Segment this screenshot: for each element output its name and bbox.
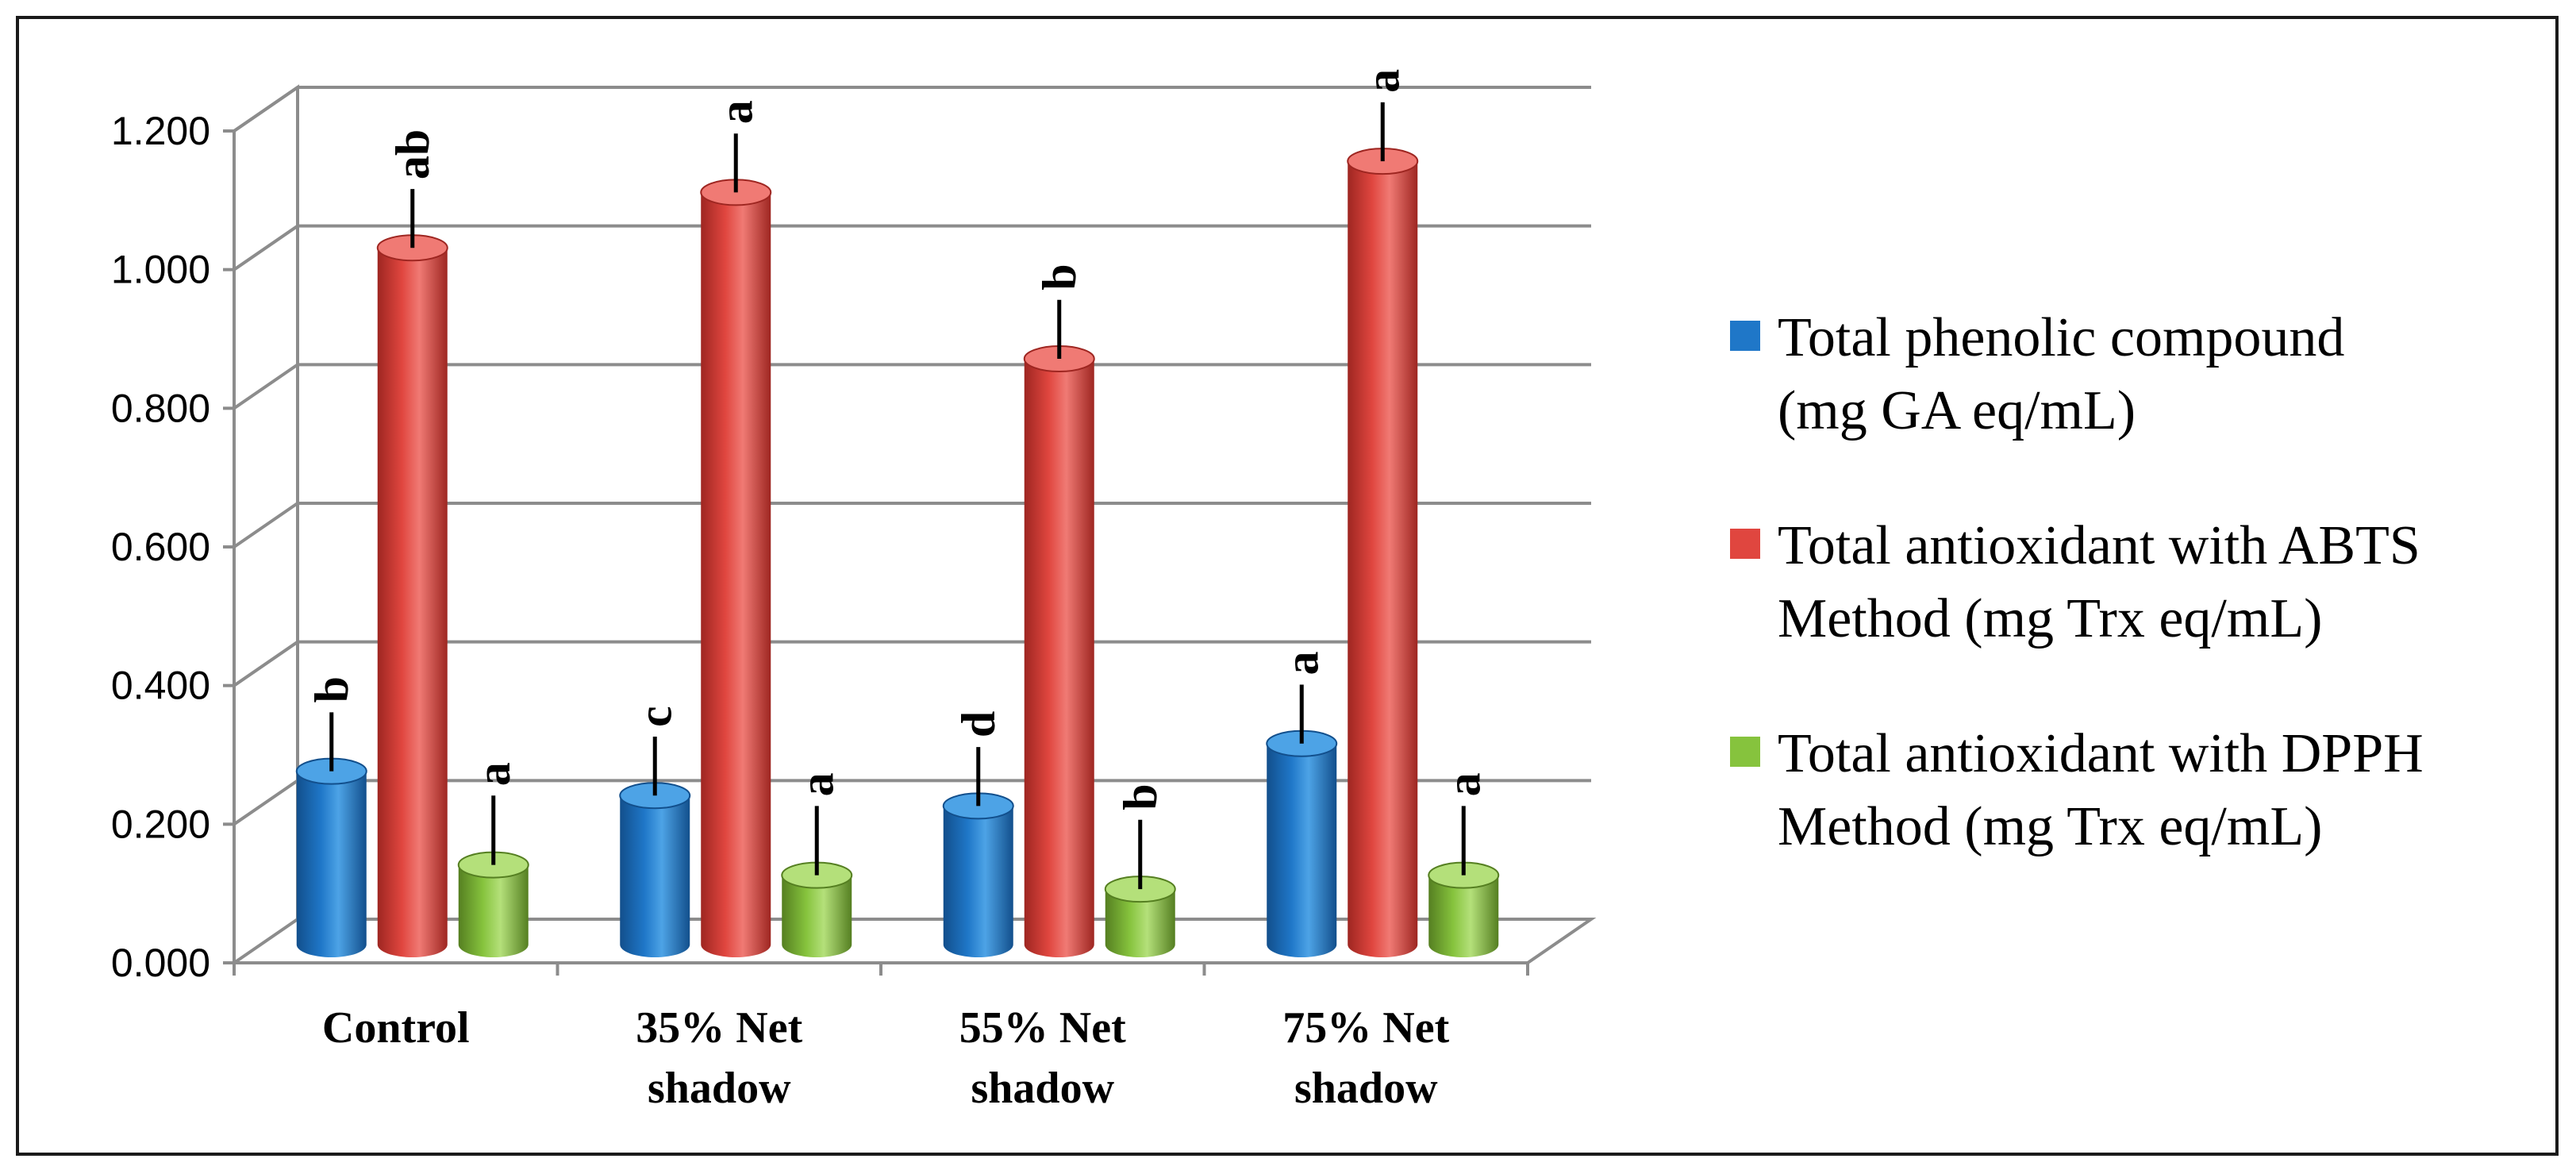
category-label: shadow xyxy=(648,1064,791,1113)
gridline xyxy=(233,363,1591,410)
legend-item-phenolic: Total phenolic compound (mg GA eq/mL) xyxy=(1730,302,2524,448)
bar-abts-body xyxy=(701,192,771,957)
gridline xyxy=(233,502,1591,549)
bar-phenolic-body xyxy=(296,771,367,957)
y-axis: 0.000 0.200 0.400 0.600 0.800 1.000 1.200 xyxy=(111,109,236,985)
legend-swatch-abts xyxy=(1730,529,1760,559)
bar-abts-body xyxy=(1024,359,1094,957)
legend-label-dpph-line1: Total antioxidant with DPPH xyxy=(1778,723,2424,784)
significance-letter: b xyxy=(306,676,358,702)
significance-letter: ab xyxy=(386,129,439,179)
y-tick-label: 1.000 xyxy=(111,248,210,292)
bar-phenolic-body xyxy=(943,806,1013,957)
bar-dpph-body xyxy=(458,864,529,957)
significance-letter: c xyxy=(629,706,681,727)
significance-letter: b xyxy=(1114,783,1167,810)
bar-dpph-body xyxy=(1105,889,1175,957)
gridline xyxy=(233,640,1591,687)
significance-letter: a xyxy=(1356,69,1409,93)
y-tick-label: 0.200 xyxy=(111,802,210,846)
significance-letter: d xyxy=(952,711,1005,737)
bar-abts-body xyxy=(1348,161,1418,958)
legend-swatch-phenolic xyxy=(1730,321,1760,351)
category-label: 55% Net xyxy=(959,1003,1126,1053)
legend-swatch-dpph xyxy=(1730,737,1760,767)
significance-letter: a xyxy=(709,100,762,124)
category-label: shadow xyxy=(1294,1064,1438,1113)
significance-letter: a xyxy=(1437,772,1490,796)
x-axis: Control 35% Net shadow 55% Net shadow 75% Net… xyxy=(233,961,1529,1113)
y-tick-label: 0.600 xyxy=(111,525,210,569)
category-label: 75% Net xyxy=(1282,1003,1449,1053)
y-tick-label: 0.800 xyxy=(111,386,210,430)
bar-dpph-body xyxy=(782,875,852,957)
significance-letter: b xyxy=(1033,264,1086,290)
gridline xyxy=(233,86,1591,133)
bars: b ab a c a a d b b a a a xyxy=(295,69,1500,958)
bar-dpph-body xyxy=(1428,875,1499,957)
category-label: shadow xyxy=(971,1064,1114,1113)
bar-abts-body xyxy=(377,248,448,957)
y-tick-label: 1.200 xyxy=(111,109,210,153)
legend-label-abts-line2: Method (mg Trx eq/mL) xyxy=(1778,588,2323,649)
legend-label-dpph-line2: Method (mg Trx eq/mL) xyxy=(1778,796,2323,857)
y-tick-label: 0.000 xyxy=(111,941,210,985)
significance-letter: a xyxy=(790,772,843,796)
y-tick-label: 0.400 xyxy=(111,664,210,708)
category-label: Control xyxy=(322,1003,470,1053)
bar-phenolic-body xyxy=(620,795,690,957)
side-wall-edge xyxy=(233,84,299,919)
gridline xyxy=(233,224,1591,271)
legend-item-dpph: Total antioxidant with DPPH Method (mg T… xyxy=(1730,718,2524,864)
category-label: 35% Net xyxy=(636,1003,802,1053)
legend-label-phenolic-line2: (mg GA eq/mL) xyxy=(1778,380,2136,441)
legend-label-phenolic-line1: Total phenolic compound xyxy=(1778,307,2345,368)
significance-letter: a xyxy=(1275,652,1328,676)
legend-item-abts: Total antioxidant with ABTS Method (mg T… xyxy=(1730,510,2524,656)
significance-letter: a xyxy=(467,762,520,786)
legend-label-abts-line1: Total antioxidant with ABTS xyxy=(1778,515,2420,576)
bar-phenolic-body xyxy=(1267,743,1337,957)
legend: Total phenolic compound (mg GA eq/mL) To… xyxy=(1730,302,2524,926)
